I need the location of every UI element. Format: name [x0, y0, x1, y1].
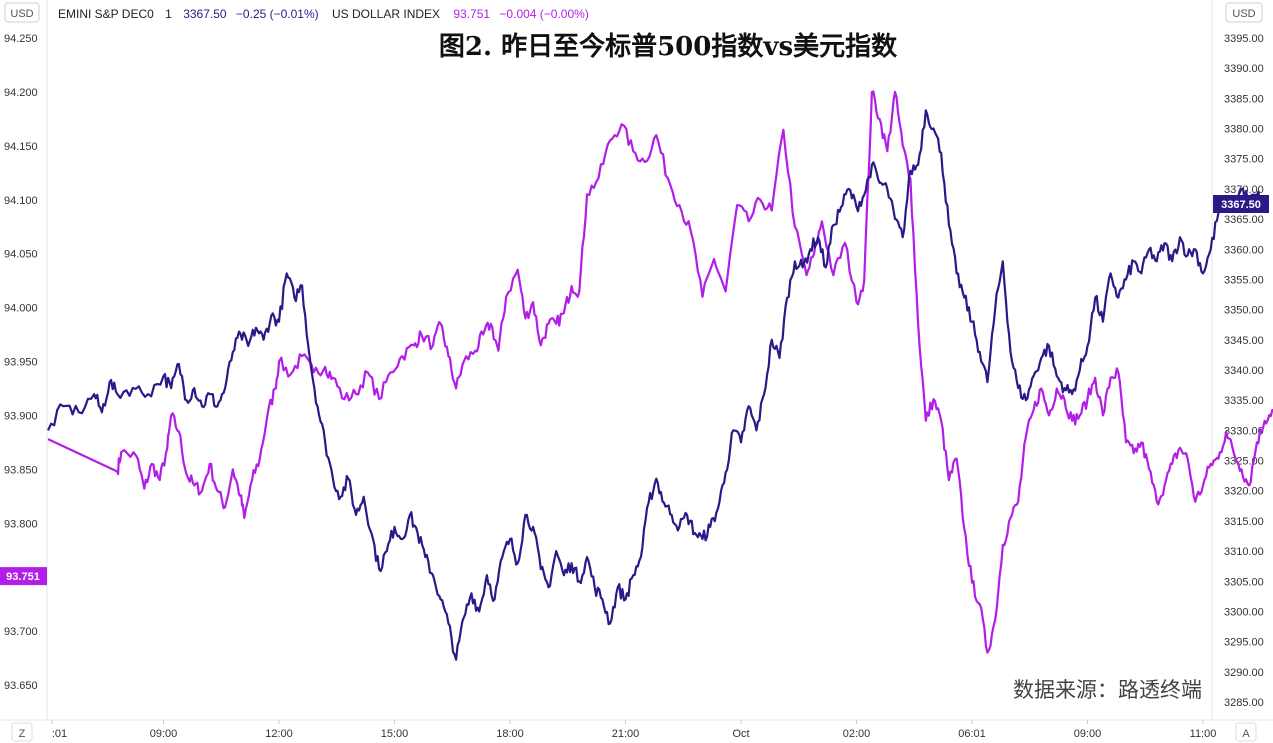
right-tick-label: 3305.00 — [1224, 576, 1264, 588]
x-tick-label: 11:00 — [1190, 728, 1217, 740]
right-tick-label: 3345.00 — [1224, 335, 1264, 347]
right-price-badge-bg — [1213, 195, 1269, 213]
left-tick-label: 93.950 — [4, 357, 38, 369]
x-tick-label: :01 — [52, 728, 67, 740]
series-layer — [47, 90, 1273, 661]
left-tick-label: 93.900 — [4, 410, 38, 422]
chart-title: 图2. 昨日至今标普500指数vs美元指数 — [439, 31, 898, 62]
right-unit-button[interactable]: USD — [1225, 2, 1263, 23]
right-tick-label: 3325.00 — [1224, 456, 1264, 468]
right-unit-button-frame — [1225, 2, 1263, 23]
left-unit-label: USD — [10, 8, 33, 20]
right-tick-label: 3320.00 — [1224, 486, 1264, 498]
x-tick-label: 18:00 — [496, 728, 524, 740]
left-unit-button[interactable]: USD — [4, 2, 40, 23]
auto-scale-button-frame — [1235, 722, 1257, 742]
left-tick-label: 94.050 — [4, 249, 38, 261]
right-tick-label: 3380.00 — [1224, 124, 1264, 136]
x-axis-ticks: :01 09:00 12:00 15:00 18:00 21:00 Oct 02:00 06:0… — [51, 720, 1217, 740]
left-price-badge-label: 93.751 — [6, 571, 40, 583]
left-tick-label: 94.100 — [4, 195, 38, 207]
right-tick-label: 3385.00 — [1224, 93, 1264, 105]
x-tick-label: 15:00 — [381, 728, 409, 740]
right-tick-label: 3330.00 — [1224, 425, 1264, 437]
legend-symbol2[interactable]: US DOLLAR INDEX — [332, 7, 440, 21]
left-tick-label: 94.250 — [4, 33, 38, 45]
right-tick-label: 3310.00 — [1224, 546, 1264, 558]
x-tick-label: 06:01 — [958, 728, 986, 740]
right-tick-label: 3285.00 — [1224, 697, 1264, 709]
right-tick-label: 3395.00 — [1224, 33, 1264, 45]
right-tick-label: 3340.00 — [1224, 365, 1264, 377]
right-tick-label: 3295.00 — [1224, 637, 1264, 649]
right-price-badge-label: 3367.50 — [1221, 199, 1261, 211]
left-tick-label: 93.700 — [4, 626, 38, 638]
right-axis-ticks: 3395.003390.003385.003380.003375.003370.… — [1224, 33, 1264, 709]
series-line — [47, 90, 1273, 654]
left-tick-label: 93.850 — [4, 464, 38, 476]
left-tick-label: 94.150 — [4, 141, 38, 153]
timezone-button-label: Z — [19, 728, 26, 740]
series-line — [47, 109, 1266, 661]
right-tick-label: 3300.00 — [1224, 606, 1264, 618]
x-tick-label: 02:00 — [843, 728, 871, 740]
right-tick-label: 3360.00 — [1224, 244, 1264, 256]
right-price-badge: 3367.50 — [1213, 195, 1269, 213]
left-tick-label: 93.800 — [4, 518, 38, 530]
right-unit-label: USD — [1232, 8, 1255, 20]
right-tick-label: 3335.00 — [1224, 395, 1264, 407]
left-unit-button-frame — [4, 2, 40, 23]
legend-symbol2-change: −0.004 (−0.00%) — [499, 7, 588, 21]
left-price-badge: 93.751 — [0, 567, 47, 586]
left-tick-label: 94.200 — [4, 87, 38, 99]
right-tick-label: 3290.00 — [1224, 667, 1264, 679]
left-tick-label: 94.000 — [4, 303, 38, 315]
right-tick-label: 3350.00 — [1224, 305, 1264, 317]
x-tick-label: Oct — [732, 728, 749, 740]
x-tick-label: 21:00 — [612, 728, 640, 740]
left-axis-ticks: 94.250 94.200 94.150 94.100 94.050 94.000 93.9… — [4, 33, 38, 692]
x-tick-label: 09:00 — [1074, 728, 1102, 740]
timezone-button-frame — [11, 722, 33, 742]
auto-scale-button[interactable]: A — [1235, 722, 1257, 742]
x-tick-label: 12:00 — [265, 728, 293, 740]
legend-symbol1-price: 3367.50 — [183, 7, 227, 21]
right-tick-label: 3390.00 — [1224, 63, 1264, 75]
data-source: 数据来源：路透终端 — [1013, 678, 1202, 702]
right-tick-label: 3355.00 — [1224, 274, 1264, 286]
right-tick-label: 3315.00 — [1224, 516, 1264, 528]
x-tick-label: 09:00 — [150, 728, 178, 740]
timezone-button[interactable]: Z — [11, 722, 33, 742]
left-tick-label: 93.650 — [4, 680, 38, 692]
legend-interval: 1 — [165, 7, 172, 21]
left-price-badge-bg — [0, 567, 47, 586]
legend-symbol2-price: 93.751 — [453, 7, 490, 21]
legend-symbol1-change: −0.25 (−0.01%) — [236, 7, 319, 21]
auto-scale-button-label: A — [1242, 728, 1250, 740]
legend-header: EMINI S&P DEC0 1 3367.50 −0.25 (−0.01%) … — [58, 7, 589, 21]
right-tick-label: 3365.00 — [1224, 214, 1264, 226]
right-tick-label: 3375.00 — [1224, 154, 1264, 166]
legend-symbol1[interactable]: EMINI S&P DEC0 — [58, 7, 154, 21]
